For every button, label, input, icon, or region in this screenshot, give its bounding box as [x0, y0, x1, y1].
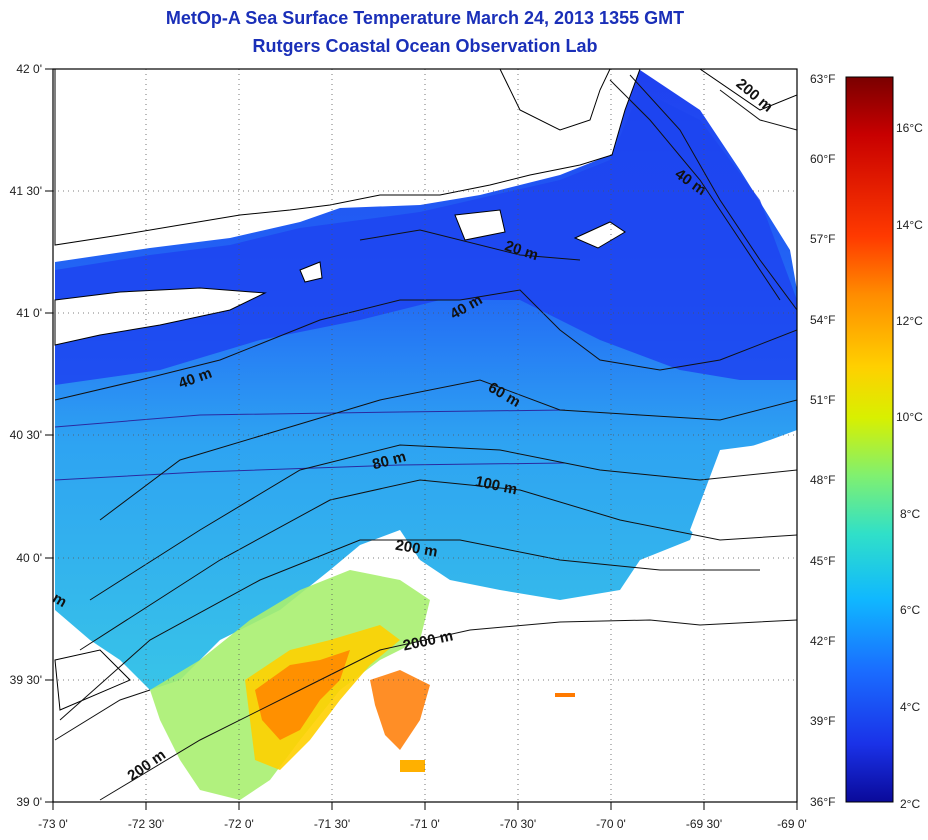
graticule: [53, 69, 797, 802]
lat-label: 39 0': [16, 795, 42, 809]
warm-core-orange: [255, 650, 350, 740]
new-england-coast: [54, 69, 641, 246]
map-subtitle: Rutgers Coastal Ocean Observation Lab: [252, 36, 598, 56]
cloud-gap: [690, 440, 797, 580]
lon-label: -69 0': [777, 817, 807, 831]
contour-200m-south: [54, 689, 151, 741]
contour-60m: [99, 379, 797, 521]
fahrenheit-label: 45°F: [810, 554, 835, 568]
latitude-reference-line: [54, 409, 566, 428]
contour-2000m: [99, 619, 797, 801]
nantucket: [573, 221, 626, 249]
block-island: [299, 261, 323, 283]
fahrenheit-label: 54°F: [810, 313, 835, 327]
gulf-stream-patch: [370, 670, 430, 750]
celsius-label: 10°C: [896, 410, 923, 424]
contour-80m: [89, 444, 797, 601]
celsius-label: 6°C: [900, 603, 920, 617]
colorbar-celsius-labels: 16°C 14°C 12°C 10°C 8°C 6°C 4°C 2°C: [896, 121, 923, 811]
fahrenheit-label: 39°F: [810, 714, 835, 728]
contour-200m: [59, 539, 760, 721]
fahrenheit-label: 57°F: [810, 232, 835, 246]
fahrenheit-labels: 63°F 60°F 57°F 54°F 51°F 48°F 45°F 42°F …: [810, 72, 835, 809]
contour-100m: [79, 479, 797, 651]
gulf-of-maine-corner: [699, 69, 797, 111]
contour-40m: [54, 289, 797, 401]
celsius-label: 12°C: [896, 314, 923, 328]
celsius-label: 14°C: [896, 218, 923, 232]
gulf-stream-speck: [555, 693, 575, 697]
sst-field: [54, 69, 797, 802]
lat-label: 39 30': [10, 673, 42, 687]
fahrenheit-label: 48°F: [810, 473, 835, 487]
fahrenheit-label: 63°F: [810, 72, 835, 86]
gulf-stream-speck: [400, 760, 425, 772]
lon-label: -69 30': [686, 817, 722, 831]
new-jersey-coast: [54, 649, 131, 711]
contour-great-south-channel: [609, 79, 781, 301]
celsius-label: 8°C: [900, 507, 920, 521]
lon-label: -70 30': [500, 817, 536, 831]
bathymetry-contours: [54, 74, 797, 801]
longitude-labels: -73 0' -72 30' -72 0' -71 30' -71 0' -70…: [38, 817, 807, 831]
latitude-labels: 42 0' 41 30' 41 0' 40 30' 40 0' 39 30' 3…: [10, 62, 42, 809]
lat-label: 40 0': [16, 551, 42, 565]
lon-label: -72 30': [128, 817, 164, 831]
contour-200m-north: [719, 89, 797, 131]
fahrenheit-label: 51°F: [810, 393, 835, 407]
lon-label: -70 0': [596, 817, 626, 831]
long-island: [54, 287, 267, 346]
contour-georges-bank: [629, 74, 797, 311]
lat-label: 42 0': [16, 62, 42, 76]
fahrenheit-label: 42°F: [810, 634, 835, 648]
fahrenheit-label: 36°F: [810, 795, 835, 809]
lon-label: -72 0': [224, 817, 254, 831]
cloud-gap: [430, 590, 797, 802]
marthas-vineyard: [454, 209, 506, 241]
lat-label: 41 30': [10, 184, 42, 198]
lat-label: 40 30': [10, 428, 42, 442]
lat-label: 41 0': [16, 306, 42, 320]
fahrenheit-label: 60°F: [810, 152, 835, 166]
latitude-reference-line: [54, 462, 566, 481]
colorbar: [845, 76, 894, 803]
lon-label: -71 0': [410, 817, 440, 831]
celsius-label: 16°C: [896, 121, 923, 135]
contour-20m: [359, 229, 581, 261]
tick-marks: [45, 68, 798, 810]
lon-label: -71 30': [314, 817, 350, 831]
nearshore-cold-water: [55, 90, 797, 385]
map-title: MetOp-A Sea Surface Temperature March 24…: [165, 8, 685, 28]
celsius-label: 2°C: [900, 797, 920, 811]
lon-label: -73 0': [38, 817, 68, 831]
celsius-label: 4°C: [900, 700, 920, 714]
